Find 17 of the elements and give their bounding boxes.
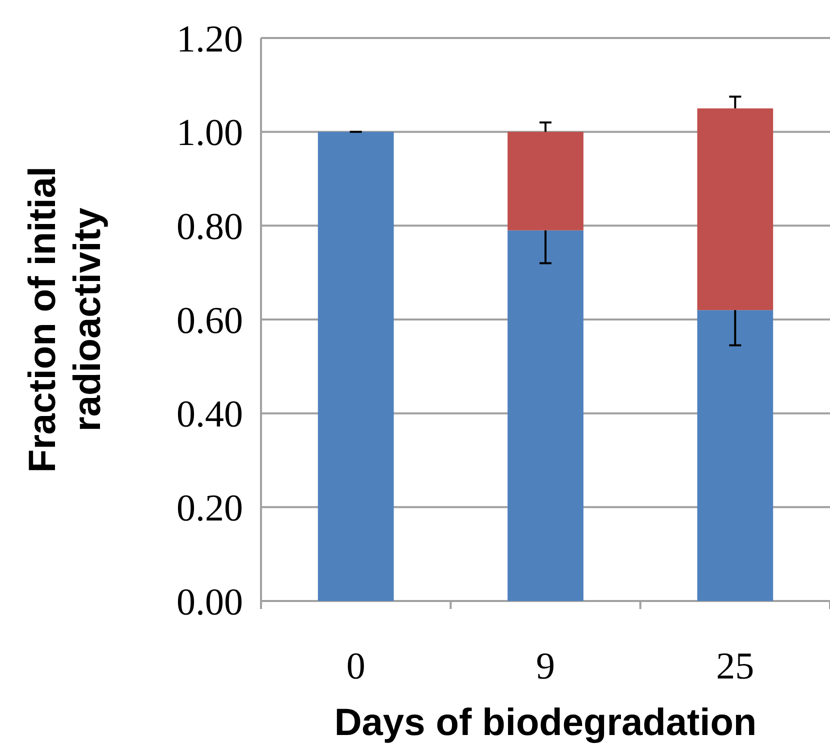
y-tick-label: 0.20 <box>176 487 243 530</box>
y-tick-label: 0.60 <box>176 300 243 342</box>
bar <box>697 108 774 310</box>
y-tick-label: 0.00 <box>176 581 243 624</box>
x-tick-label: 0 <box>346 645 366 688</box>
x-tick-label: 9 <box>536 645 555 688</box>
y-tick-label: 1.00 <box>176 112 243 154</box>
y-tick-label: 1.20 <box>176 18 243 60</box>
y-tick-label: 0.40 <box>176 394 243 436</box>
bar <box>508 230 584 601</box>
bar <box>508 132 584 230</box>
bar <box>318 132 394 601</box>
bar <box>697 310 774 601</box>
y-axis-title: Fraction of initial radioactivity <box>22 166 109 473</box>
x-tick-label: 25 <box>716 645 754 688</box>
y-tick-label: 0.80 <box>176 206 243 248</box>
x-axis-title: Days of biodegradation <box>334 702 757 744</box>
